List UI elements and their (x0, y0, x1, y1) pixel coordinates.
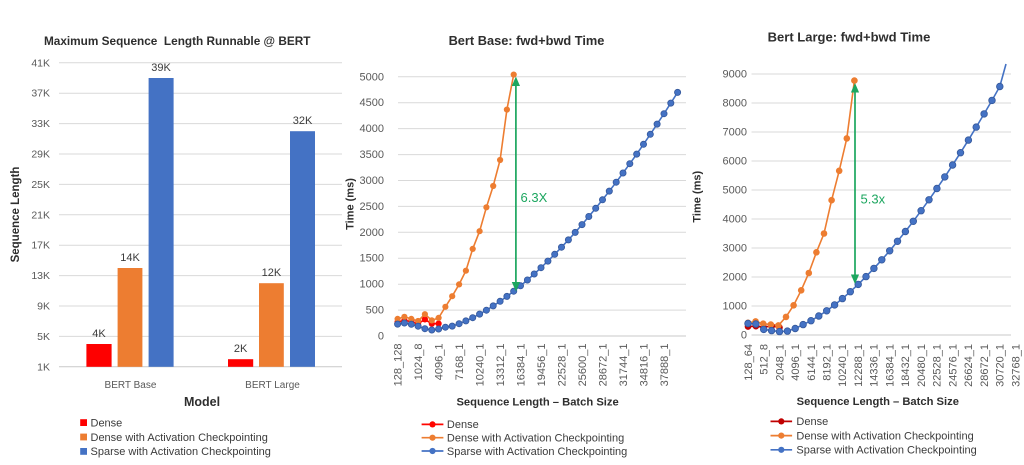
svg-text:18432_1: 18432_1 (900, 344, 912, 387)
svg-text:37888_1: 37888_1 (659, 344, 671, 387)
svg-text:21K: 21K (31, 209, 50, 221)
svg-text:Dense with Activation Checkpoi: Dense with Activation Checkpointing (796, 430, 973, 442)
svg-text:2500: 2500 (360, 201, 384, 213)
svg-text:Bert Base: fwd+bwd Time: Bert Base: fwd+bwd Time (449, 33, 605, 48)
svg-text:30720_1: 30720_1 (995, 344, 1007, 387)
svg-text:16384_1: 16384_1 (515, 344, 527, 387)
svg-text:17K: 17K (31, 240, 50, 252)
svg-text:Time (ms): Time (ms) (692, 170, 704, 222)
svg-text:12288_1: 12288_1 (853, 344, 865, 387)
svg-text:Sparse with Activation Checkpo: Sparse with Activation Checkpointing (796, 445, 976, 457)
svg-text:Dense with Activation Checkpoi: Dense with Activation Checkpointing (447, 433, 624, 445)
svg-text:4500: 4500 (360, 97, 384, 109)
svg-text:2048_1: 2048_1 (774, 344, 786, 381)
svg-text:6144_1: 6144_1 (806, 344, 818, 381)
svg-text:4096_1: 4096_1 (433, 344, 445, 381)
svg-text:9K: 9K (37, 301, 50, 313)
svg-text:5.3x: 5.3x (861, 192, 886, 207)
svg-text:5000: 5000 (360, 71, 384, 83)
svg-text:Sequence Length – Batch Size: Sequence Length – Batch Size (456, 397, 618, 409)
svg-text:Sequence Length – Batch Size: Sequence Length – Batch Size (797, 396, 959, 408)
svg-text:4000: 4000 (723, 214, 747, 226)
svg-text:2K: 2K (234, 343, 248, 355)
svg-text:3000: 3000 (723, 243, 747, 255)
svg-text:Maximum Sequence Length Runna: Maximum Sequence Length Runnable @ BERT (44, 34, 311, 48)
svg-text:128_128: 128_128 (392, 344, 404, 387)
svg-text:Sparse with Activation Checkpo: Sparse with Activation Checkpointing (447, 446, 627, 458)
svg-text:4K: 4K (92, 328, 106, 340)
svg-text:1500: 1500 (360, 253, 384, 265)
svg-text:Sequence Length: Sequence Length (10, 167, 22, 263)
svg-text:16384_1: 16384_1 (885, 344, 897, 387)
svg-text:Sparse with Activation Checkpo: Sparse with Activation Checkpointing (91, 446, 271, 458)
svg-text:9000: 9000 (723, 69, 747, 81)
svg-text:22528_1: 22528_1 (932, 344, 944, 387)
svg-text:6.3X: 6.3X (521, 190, 548, 205)
svg-text:32K: 32K (293, 115, 313, 127)
svg-text:12K: 12K (262, 267, 282, 279)
svg-text:5K: 5K (37, 331, 50, 343)
svg-text:500: 500 (366, 305, 384, 317)
svg-text:13312_1: 13312_1 (495, 344, 507, 387)
svg-text:Model: Model (184, 395, 220, 409)
svg-text:24576_1: 24576_1 (947, 344, 959, 387)
svg-text:19456_1: 19456_1 (536, 344, 548, 387)
svg-text:1000: 1000 (360, 279, 384, 291)
svg-text:13K: 13K (31, 270, 50, 282)
svg-text:6000: 6000 (723, 156, 747, 168)
svg-text:Dense: Dense (91, 417, 123, 429)
svg-text:8000: 8000 (723, 98, 747, 110)
svg-text:39K: 39K (151, 62, 171, 74)
svg-text:31744_1: 31744_1 (618, 344, 630, 387)
svg-text:2000: 2000 (360, 227, 384, 239)
svg-text:28672_1: 28672_1 (979, 344, 991, 387)
svg-text:BERT Large: BERT Large (245, 380, 300, 391)
svg-text:4000: 4000 (360, 123, 384, 135)
svg-text:26624_1: 26624_1 (963, 344, 975, 387)
svg-text:BERT Base: BERT Base (105, 380, 157, 391)
svg-text:3500: 3500 (360, 149, 384, 161)
svg-text:512_8: 512_8 (759, 344, 771, 375)
svg-text:Dense: Dense (796, 416, 828, 428)
svg-text:20480_1: 20480_1 (916, 344, 928, 387)
svg-text:0: 0 (378, 331, 384, 343)
svg-text:10240_1: 10240_1 (474, 344, 486, 387)
svg-text:1000: 1000 (723, 301, 747, 313)
svg-text:41K: 41K (31, 57, 50, 69)
svg-text:1K: 1K (37, 361, 50, 373)
svg-text:29K: 29K (31, 149, 50, 161)
svg-text:4096_1: 4096_1 (790, 344, 802, 381)
svg-text:Bert Large: fwd+bwd Time: Bert Large: fwd+bwd Time (768, 30, 931, 45)
svg-text:0: 0 (741, 330, 747, 342)
svg-text:37K: 37K (31, 88, 50, 100)
svg-text:5000: 5000 (723, 185, 747, 197)
svg-text:8192_1: 8192_1 (822, 344, 834, 381)
svg-text:14336_1: 14336_1 (869, 344, 881, 387)
svg-text:22528_1: 22528_1 (556, 344, 568, 387)
svg-text:33K: 33K (31, 118, 50, 130)
svg-text:Dense: Dense (447, 419, 479, 431)
svg-text:10240_1: 10240_1 (837, 344, 849, 387)
svg-text:3000: 3000 (360, 175, 384, 187)
svg-text:1024_8: 1024_8 (413, 344, 425, 381)
svg-text:128_64: 128_64 (743, 344, 755, 381)
svg-text:28672_1: 28672_1 (597, 344, 609, 387)
svg-text:25K: 25K (31, 179, 50, 191)
svg-text:14K: 14K (120, 252, 140, 264)
svg-text:2000: 2000 (723, 272, 747, 284)
svg-text:34816_1: 34816_1 (638, 344, 650, 387)
svg-text:7000: 7000 (723, 127, 747, 139)
svg-text:7168_1: 7168_1 (454, 344, 466, 381)
svg-text:25600_1: 25600_1 (577, 344, 589, 387)
svg-text:Time (ms): Time (ms) (345, 178, 357, 230)
svg-text:Dense with Activation Checkpoi: Dense with Activation Checkpointing (91, 432, 268, 444)
svg-text:32768_1: 32768_1 (1010, 344, 1022, 387)
